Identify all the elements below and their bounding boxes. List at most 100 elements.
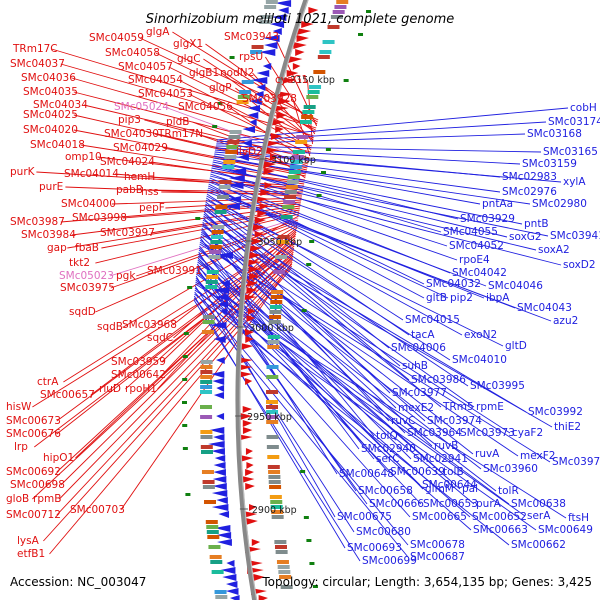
gene-label[interactable]: sqdB [97, 321, 123, 333]
gene-label[interactable]: SMc05024 [114, 101, 169, 113]
gene-label[interactable]: SMc04053 [138, 88, 193, 100]
gene-label[interactable]: TRm17N [157, 128, 203, 140]
gene-label[interactable]: rpsU [239, 51, 263, 63]
gene-label[interactable]: nodN2 [220, 67, 254, 79]
gene-label[interactable]: omp10 [65, 151, 102, 163]
gene-label[interactable]: SMc00653 [423, 498, 478, 510]
gene-label[interactable]: SMc03991 [147, 265, 202, 277]
gene-label[interactable]: SMc03929 [460, 213, 515, 225]
gene-label[interactable]: SMc04010 [452, 354, 507, 366]
gene-label[interactable]: glgA [146, 26, 170, 38]
gene-label[interactable]: SMc03992 [528, 406, 583, 418]
gene-label[interactable]: sqdD [69, 306, 96, 318]
gene-label[interactable]: SMc00678 [410, 539, 465, 551]
gene-label[interactable]: mexE2 [398, 402, 434, 414]
gene-label[interactable]: SMc04057 [118, 61, 173, 73]
gene-label[interactable]: SMc03974 [427, 415, 482, 427]
gene-label[interactable]: SMc04037 [10, 58, 65, 70]
gene-label[interactable]: pal [462, 483, 478, 495]
gene-label[interactable]: SMc00712 [6, 509, 61, 521]
gene-label[interactable]: SMc03976 [552, 456, 600, 468]
gene-label[interactable]: SMc03174 [548, 116, 600, 128]
gene-label[interactable]: SMc00652 [472, 511, 527, 523]
gene-label[interactable]: pabB [116, 184, 143, 196]
gene-label[interactable]: thiE2 [554, 421, 581, 433]
gene-label[interactable]: soxD2 [563, 259, 596, 271]
gene-label[interactable]: purK [10, 166, 36, 178]
gene-label[interactable]: SMc00666 [369, 498, 424, 510]
gene-label[interactable]: glgX1 [173, 38, 203, 50]
gene-label[interactable]: purE [39, 181, 63, 193]
gene-label[interactable]: SMc04025 [23, 109, 78, 121]
gene-label[interactable]: gloB [6, 493, 29, 505]
gene-label[interactable]: SMc00663 [473, 524, 528, 536]
gene-label[interactable]: tolQ [376, 430, 398, 442]
gene-label[interactable]: sqdC [147, 332, 173, 344]
gene-label[interactable]: ftsH [568, 512, 589, 524]
gene-label[interactable]: SMc04024 [100, 156, 155, 168]
gene-label[interactable]: SMc04018 [30, 139, 85, 151]
gene-label[interactable]: hss [141, 186, 159, 198]
gene-label[interactable]: TRm5 [442, 401, 474, 413]
gene-label[interactable]: SMc00642 [111, 369, 166, 381]
gene-label[interactable]: exoN2 [464, 329, 497, 341]
gene-label[interactable]: soxG2 [509, 231, 542, 243]
gene-label[interactable]: SMc00648 [339, 468, 394, 480]
gene-label[interactable]: pgk [116, 270, 136, 282]
gene-label[interactable]: SMc03928 [242, 93, 297, 105]
gene-label[interactable]: SMc00638 [511, 498, 566, 510]
gene-label[interactable]: cyaG1 [275, 74, 308, 86]
gene-label[interactable]: SMc00649 [538, 524, 593, 536]
gene-label[interactable]: rpoH1 [125, 383, 157, 395]
gene-label[interactable]: soxA2 [538, 244, 570, 256]
gene-label[interactable]: SMc04015 [405, 314, 460, 326]
gene-label[interactable]: SMc04035 [23, 86, 78, 98]
gene-label[interactable]: SMc03975 [60, 282, 115, 294]
gene-label[interactable]: SMc04034 [33, 99, 88, 111]
gene-label[interactable]: SMc00673 [6, 415, 61, 427]
gene-label[interactable]: rpmB [33, 493, 61, 505]
gene-label[interactable]: SMc03165 [543, 146, 598, 158]
gene-label[interactable]: SMc03941 [550, 230, 600, 242]
gene-label[interactable]: SMc04036 [21, 72, 76, 84]
gene-label[interactable]: TRm17C [12, 43, 58, 55]
gene-label[interactable]: SMc00703 [70, 504, 125, 516]
gene-label[interactable]: SMc00698 [10, 479, 65, 491]
gene-label[interactable]: azu2 [553, 315, 578, 327]
gene-label[interactable]: lrp [14, 441, 28, 453]
gene-label[interactable]: tolB [443, 466, 464, 478]
gene-label[interactable]: SMc00657 [40, 389, 95, 401]
gene-label[interactable]: glgB1 [189, 67, 219, 79]
gene-label[interactable]: tacA [411, 329, 435, 341]
gene-label[interactable]: glgC [177, 53, 201, 65]
gene-label[interactable]: cyaF2 [512, 427, 543, 439]
gene-label[interactable]: SMc00676 [6, 428, 61, 440]
gene-label[interactable]: SMc03977 [392, 387, 447, 399]
gene-label[interactable]: purA [476, 498, 502, 510]
gene-label[interactable]: pip2 [450, 292, 473, 304]
gene-label[interactable]: SMc04032 [426, 278, 481, 290]
gene-label[interactable]: SMc03960 [483, 463, 538, 475]
gene-label[interactable]: ruvA [475, 448, 500, 460]
gene-label[interactable]: xylA [563, 176, 586, 188]
gene-label[interactable]: rpmE [476, 401, 504, 413]
gene-label[interactable]: SMc02941 [413, 453, 468, 465]
gene-label[interactable]: SMc02940 [361, 443, 416, 455]
gene-label[interactable]: SMc04055 [443, 226, 498, 238]
gene-label[interactable]: SMc00687 [410, 551, 465, 563]
gene-label[interactable]: ctrA [37, 376, 59, 388]
gene-label[interactable]: SMc00692 [6, 466, 61, 478]
gene-label[interactable]: SMc00662 [511, 539, 566, 551]
gene-label[interactable]: hisW [6, 401, 32, 413]
gene-label[interactable]: serA [527, 510, 551, 522]
gene-label[interactable]: glgP [209, 82, 232, 94]
gene-label[interactable]: lysA [17, 535, 40, 547]
gene-label[interactable]: SMc02983 [502, 171, 557, 183]
gene-label[interactable]: SMc04043 [517, 302, 572, 314]
gene-label[interactable]: SMc02980 [532, 198, 587, 210]
gene-label[interactable]: SMc00658 [358, 485, 413, 497]
gene-label[interactable]: fbaB [75, 242, 99, 254]
gene-label[interactable]: SMc00699 [362, 555, 417, 567]
gene-label[interactable]: SMc04046 [488, 280, 543, 292]
gene-label[interactable]: SMc03998 [72, 212, 127, 224]
